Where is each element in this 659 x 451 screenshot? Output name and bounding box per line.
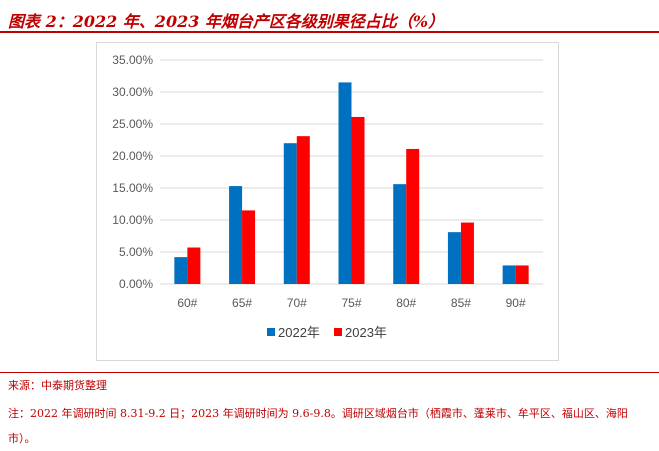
y-tick-label: 15.00%	[112, 181, 153, 195]
bar-2022年-90#	[502, 265, 516, 284]
x-tick-label: 80#	[396, 296, 416, 310]
chart-frame	[96, 42, 559, 361]
legend-swatch	[267, 328, 275, 336]
x-tick-label: 70#	[287, 296, 307, 310]
x-tick-label: 65#	[232, 296, 252, 310]
bar-2022年-65#	[229, 186, 243, 284]
y-tick-label: 35.00%	[112, 53, 153, 67]
x-axis-ticks: 60# 65# 70# 75# 80# 85# 90#	[177, 296, 526, 310]
source-text: 来源：中泰期货整理	[8, 379, 107, 392]
y-tick-label: 5.00%	[119, 245, 153, 259]
title-divider	[0, 31, 659, 33]
bar-2022年-80#	[393, 184, 407, 284]
bar-layer	[174, 82, 529, 285]
title-bar: 图表 2：2022 年、2023 年烟台产区各级别果径占比（%）	[0, 6, 659, 31]
y-tick-label: 10.00%	[112, 213, 153, 227]
footer-divider	[0, 372, 659, 373]
y-tick-label: 30.00%	[112, 85, 153, 99]
x-tick-label: 75#	[341, 296, 361, 310]
bar-2023年-80#	[406, 148, 420, 284]
bar-2022年-85#	[447, 232, 461, 284]
x-tick-label: 60#	[177, 296, 197, 310]
bar-2022年-75#	[338, 82, 352, 285]
legend-swatch	[334, 328, 342, 336]
bar-2023年-75#	[351, 116, 365, 285]
legend-label: 2023年	[345, 325, 387, 340]
y-tick-label: 0.00%	[119, 277, 153, 291]
x-tick-label: 85#	[451, 296, 471, 310]
x-tick-label: 90#	[506, 296, 526, 310]
bar-2023年-90#	[515, 265, 529, 284]
y-tick-label: 25.00%	[112, 117, 153, 131]
bar-2023年-65#	[242, 210, 256, 284]
bar-2022年-70#	[283, 143, 297, 284]
bar-2023年-70#	[296, 136, 310, 284]
y-tick-label: 20.00%	[112, 149, 153, 163]
legend: 2022年 2023年	[267, 325, 387, 340]
bar-2023年-60#	[187, 247, 201, 284]
y-axis-ticks: 0.00% 5.00% 10.00% 15.00% 20.00% 25.00% 30.00%…	[112, 53, 153, 291]
note-text: 注：2022 年调研时间 8.31-9.2 日；2023 年调研时间为 9.6-…	[8, 407, 628, 445]
bar-2022年-60#	[174, 257, 188, 284]
legend-label: 2022年	[278, 325, 320, 340]
bar-2023年-85#	[460, 222, 474, 284]
chart-title: 图表 2：2022 年、2023 年烟台产区各级别果径占比（%）	[8, 12, 445, 31]
